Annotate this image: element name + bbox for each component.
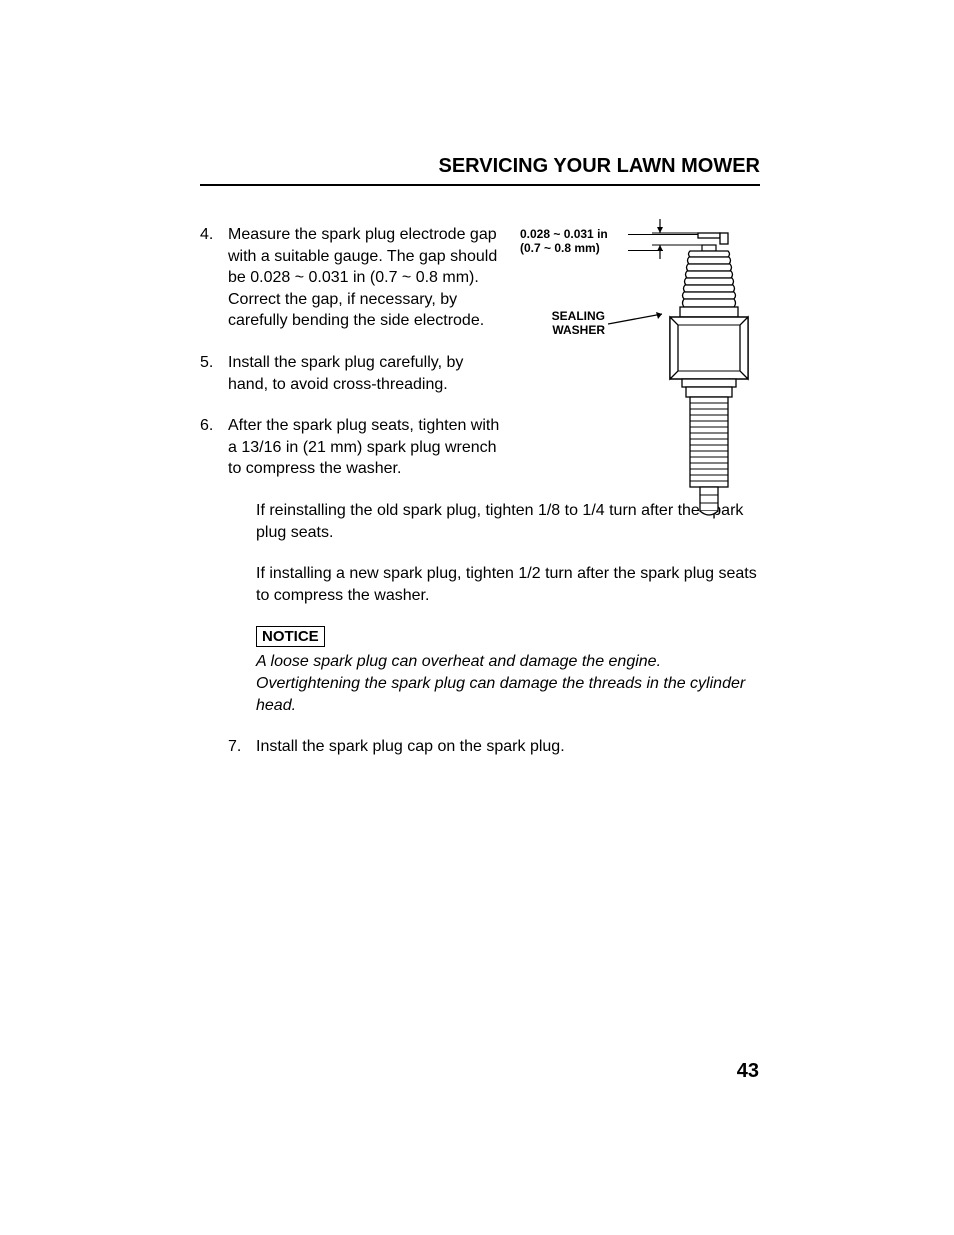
steps-column: 4. Measure the spark plug electrode gap … bbox=[200, 224, 500, 500]
page-content: SERVICING YOUR LAWN MOWER 4. Measure the… bbox=[200, 155, 760, 778]
gap-label-in: 0.028 ~ 0.031 in bbox=[520, 227, 608, 241]
gap-dimension-label: 0.028 ~ 0.031 in (0.7 ~ 0.8 mm) bbox=[520, 227, 630, 256]
washer-label-2: WASHER bbox=[552, 323, 605, 337]
step-7: 7. Install the spark plug cap on the spa… bbox=[228, 736, 760, 758]
washer-label-1: SEALING bbox=[552, 309, 605, 323]
gap-label-mm: (0.7 ~ 0.8 mm) bbox=[520, 241, 600, 255]
step-number: 5. bbox=[200, 352, 228, 395]
step-number: 6. bbox=[200, 415, 228, 480]
step-4: 4. Measure the spark plug electrode gap … bbox=[200, 224, 500, 332]
spark-plug-diagram bbox=[640, 219, 750, 539]
instruction-list: 4. Measure the spark plug electrode gap … bbox=[200, 224, 500, 480]
step-text: After the spark plug seats, tighten with… bbox=[228, 415, 500, 480]
page-title: SERVICING YOUR LAWN MOWER bbox=[200, 155, 760, 186]
notice-label: NOTICE bbox=[256, 626, 325, 647]
step-6: 6. After the spark plug seats, tighten w… bbox=[200, 415, 500, 480]
page-number: 43 bbox=[737, 1060, 759, 1083]
new-plug-note: If installing a new spark plug, tighten … bbox=[256, 563, 760, 606]
step-text: Install the spark plug cap on the spark … bbox=[256, 736, 760, 758]
upper-row: 4. Measure the spark plug electrode gap … bbox=[200, 224, 760, 500]
step-number: 4. bbox=[200, 224, 228, 332]
diagram-column: 0.028 ~ 0.031 in (0.7 ~ 0.8 mm) SEALING … bbox=[510, 224, 760, 500]
step-5: 5. Install the spark plug carefully, by … bbox=[200, 352, 500, 395]
instruction-list-continued: 7. Install the spark plug cap on the spa… bbox=[228, 736, 760, 758]
step-number: 7. bbox=[228, 736, 256, 758]
step-text: Measure the spark plug electrode gap wit… bbox=[228, 224, 500, 332]
notice-text: A loose spark plug can overheat and dama… bbox=[256, 651, 760, 716]
step-text: Install the spark plug carefully, by han… bbox=[228, 352, 500, 395]
sealing-washer-label: SEALING WASHER bbox=[535, 309, 605, 338]
